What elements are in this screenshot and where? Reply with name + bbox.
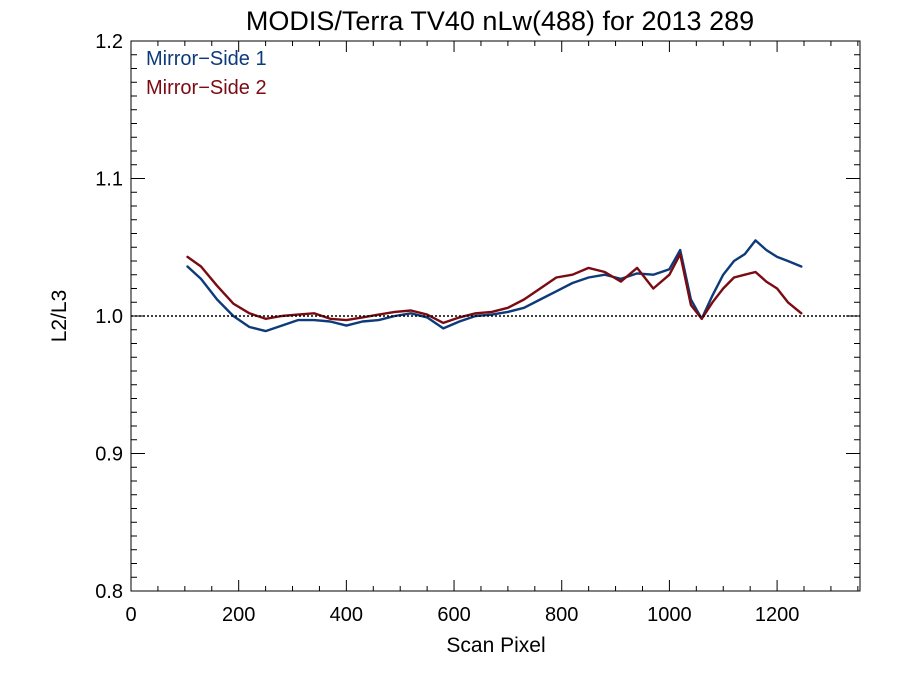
series-layer: [186, 239, 803, 333]
x-tick-label: 1200: [755, 604, 800, 626]
series-line-mirror-side-1: [186, 239, 803, 333]
y-tick-label: 0.9: [95, 444, 123, 466]
y-tick-label: 0.8: [95, 581, 123, 603]
series-line-mirror-side-2: [186, 252, 803, 325]
legend-item-mirror-side-2: Mirror−Side 2: [146, 77, 267, 99]
legend: Mirror−Side 1 Mirror−Side 2: [146, 48, 267, 99]
x-tick-label: 400: [330, 604, 363, 626]
legend-item-mirror-side-1: Mirror−Side 1: [146, 48, 267, 70]
x-tick-label: 0: [125, 604, 136, 626]
x-tick-label: 600: [437, 604, 470, 626]
y-tick-label: 1.2: [95, 31, 123, 53]
x-axis: 0 200 400 600 800 1000 1200: [125, 41, 859, 626]
chart-title: MODIS/Terra TV40 nLw(488) for 2013 289: [246, 6, 754, 36]
y-axis: 0.8 0.9 1.0 1.1 1.2: [95, 31, 860, 603]
y-tick-label: 1.0: [95, 306, 123, 328]
x-tick-label: 200: [222, 604, 255, 626]
x-tick-label: 1000: [647, 604, 692, 626]
y-axis-label: L2/L3: [48, 290, 71, 343]
x-axis-label: Scan Pixel: [446, 634, 545, 657]
x-tick-label: 800: [545, 604, 578, 626]
y-tick-label: 1.1: [95, 169, 123, 191]
